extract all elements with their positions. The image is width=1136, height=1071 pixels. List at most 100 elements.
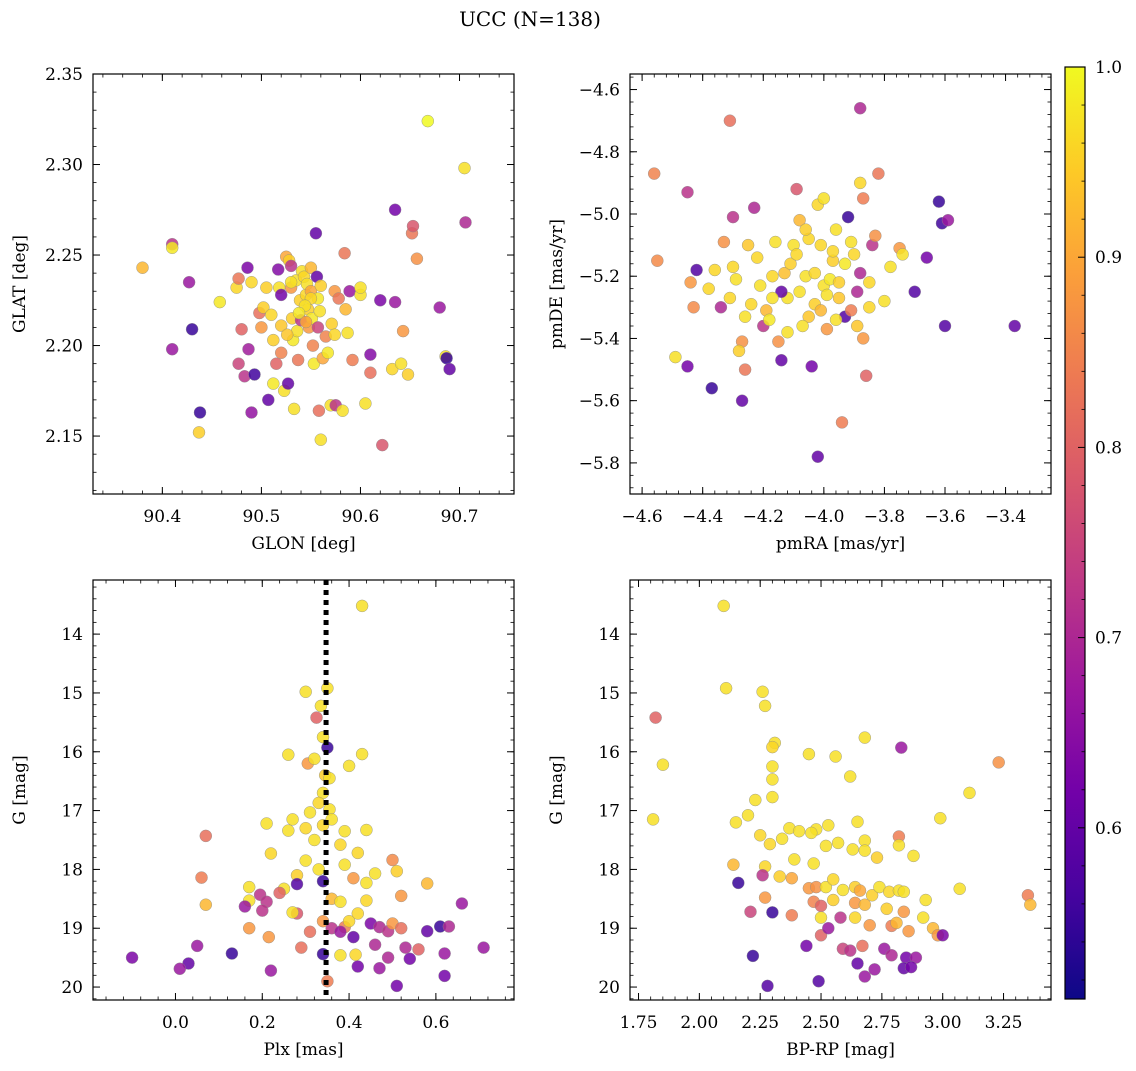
data-point <box>941 213 955 227</box>
data-point <box>723 114 737 127</box>
data-point <box>761 979 774 993</box>
data-point <box>376 438 389 452</box>
data-point <box>235 323 248 336</box>
data-point <box>919 893 932 907</box>
data-point <box>851 815 864 828</box>
data-point <box>264 847 278 860</box>
data-point <box>858 898 871 911</box>
data-point <box>173 962 187 975</box>
data-point <box>992 756 1005 769</box>
data-point <box>282 748 295 761</box>
data-point <box>908 285 921 298</box>
data-point <box>758 699 772 713</box>
data-point <box>368 867 382 880</box>
data-point <box>412 943 425 956</box>
data-point <box>275 319 288 332</box>
y-tick-label: 2.30 <box>45 156 83 176</box>
data-point <box>360 876 373 890</box>
y-tick-label: 16 <box>61 743 83 763</box>
data-point <box>729 816 743 829</box>
data-point <box>741 809 755 822</box>
colorbar-bar <box>1064 66 1086 1000</box>
data-point <box>805 826 818 840</box>
data-point <box>165 241 179 255</box>
data-point <box>248 368 261 381</box>
data-point <box>1024 898 1037 911</box>
data-point <box>338 825 351 838</box>
data-point <box>410 252 424 265</box>
data-point <box>748 201 761 215</box>
data-point <box>193 406 207 419</box>
data-point <box>681 185 694 199</box>
data-point <box>863 301 876 314</box>
data-point <box>303 806 317 819</box>
data-point <box>732 344 746 358</box>
data-point <box>241 261 254 274</box>
data-point <box>262 930 275 944</box>
data-point <box>669 350 682 364</box>
data-point <box>822 819 835 832</box>
data-point <box>766 906 779 919</box>
plot-frame <box>92 73 515 495</box>
data-point <box>826 245 840 258</box>
data-point <box>287 402 301 416</box>
y-tick-label: −5.2 <box>579 267 620 287</box>
data-point <box>820 322 834 336</box>
data-point <box>321 346 334 359</box>
data-point <box>360 823 373 837</box>
data-point <box>284 276 298 289</box>
data-point <box>399 941 412 954</box>
data-point <box>477 941 490 954</box>
data-point <box>312 863 325 876</box>
data-point <box>213 295 227 309</box>
data-point <box>853 884 867 897</box>
x-tick-label: 3.25 <box>985 1013 1023 1033</box>
data-point <box>758 891 772 904</box>
data-point <box>807 857 820 870</box>
data-point <box>342 759 356 773</box>
data-point <box>267 377 280 390</box>
data-point <box>421 114 434 128</box>
data-point <box>1008 319 1021 333</box>
data-point <box>708 263 721 277</box>
x-tick-label: 2.50 <box>802 1013 840 1033</box>
data-point <box>232 272 245 285</box>
data-point <box>820 288 834 302</box>
data-point <box>421 877 434 890</box>
data-point <box>165 343 179 356</box>
y-tick-label: 20 <box>598 978 620 998</box>
plot-frame <box>92 579 515 1001</box>
data-point <box>868 963 881 976</box>
x-tick-label: −4.4 <box>682 507 723 527</box>
colorbar-tick-label: 0.9 <box>1095 248 1122 268</box>
data-point <box>772 335 785 348</box>
data-point <box>778 266 791 280</box>
data-point <box>869 229 882 243</box>
data-point <box>735 394 749 407</box>
data-point <box>351 846 364 860</box>
data-point <box>267 333 280 347</box>
data-point <box>232 357 245 370</box>
data-point <box>440 352 453 365</box>
data-point <box>814 899 828 913</box>
data-point <box>355 599 369 613</box>
data-point <box>865 889 879 902</box>
data-point <box>242 343 255 356</box>
data-point <box>390 865 403 878</box>
y-tick-label: 14 <box>61 625 83 645</box>
data-point <box>308 833 321 847</box>
data-point <box>286 906 299 919</box>
data-point <box>325 317 338 330</box>
data-point <box>270 357 283 370</box>
data-point <box>870 851 884 864</box>
data-point <box>723 291 737 305</box>
data-point <box>354 281 367 294</box>
data-point <box>195 871 208 884</box>
data-point <box>185 323 199 336</box>
data-point <box>312 404 326 417</box>
data-point <box>851 957 864 970</box>
data-point <box>769 235 782 249</box>
data-point <box>812 975 825 988</box>
y-tick-label: 19 <box>598 919 620 939</box>
data-point <box>273 886 286 900</box>
